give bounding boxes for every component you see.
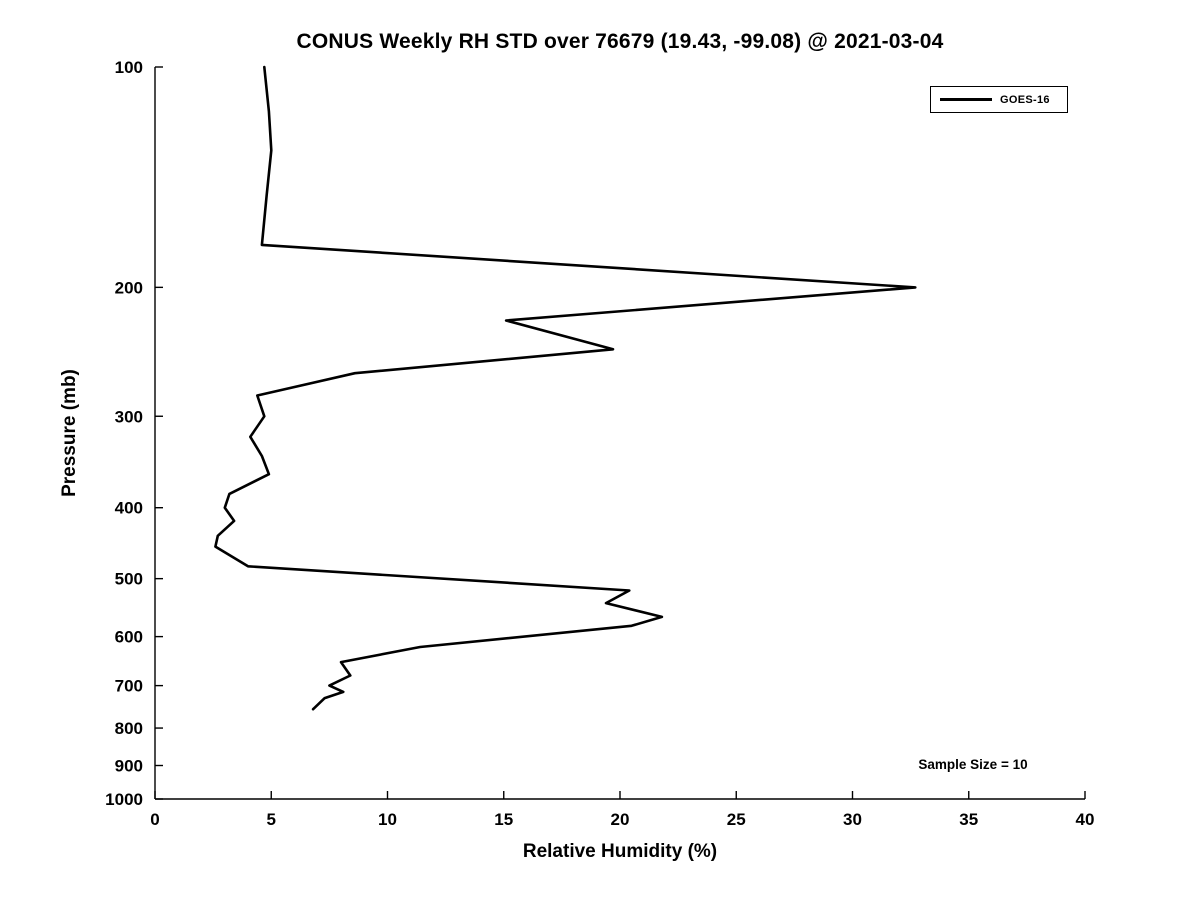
x-tick-label: 20 <box>611 810 630 829</box>
legend-box: GOES-16 <box>930 86 1068 113</box>
x-axis-label: Relative Humidity (%) <box>522 841 718 862</box>
y-tick-label: 600 <box>115 628 143 647</box>
y-tick-label: 1000 <box>105 790 143 809</box>
x-tick-label: 5 <box>267 810 276 829</box>
sample-size-annotation: Sample Size = 10 <box>918 757 1028 772</box>
x-tick-label: 35 <box>959 810 978 829</box>
y-tick-label: 700 <box>115 677 143 696</box>
y-tick-label: 100 <box>115 58 143 77</box>
legend-line-sample <box>940 98 992 101</box>
x-tick-label: 0 <box>150 810 159 829</box>
x-tick-label: 25 <box>727 810 746 829</box>
y-tick-label: 400 <box>115 499 143 518</box>
x-tick-label: 40 <box>1076 810 1095 829</box>
x-tick-label: 15 <box>494 810 513 829</box>
data-line-goes-16 <box>214 65 917 711</box>
y-tick-label: 800 <box>115 719 143 738</box>
x-tick-label: 10 <box>378 810 397 829</box>
x-tick-label: 30 <box>843 810 862 829</box>
y-tick-label: 500 <box>115 570 143 589</box>
y-tick-label: 300 <box>115 407 143 426</box>
y-tick-label: 900 <box>115 757 143 776</box>
chart-title: CONUS Weekly RH STD over 76679 (19.43, -… <box>296 30 944 53</box>
y-tick-label: 200 <box>115 278 143 297</box>
legend-label: GOES-16 <box>1000 93 1050 106</box>
y-axis-label: Pressure (mb) <box>59 369 80 497</box>
